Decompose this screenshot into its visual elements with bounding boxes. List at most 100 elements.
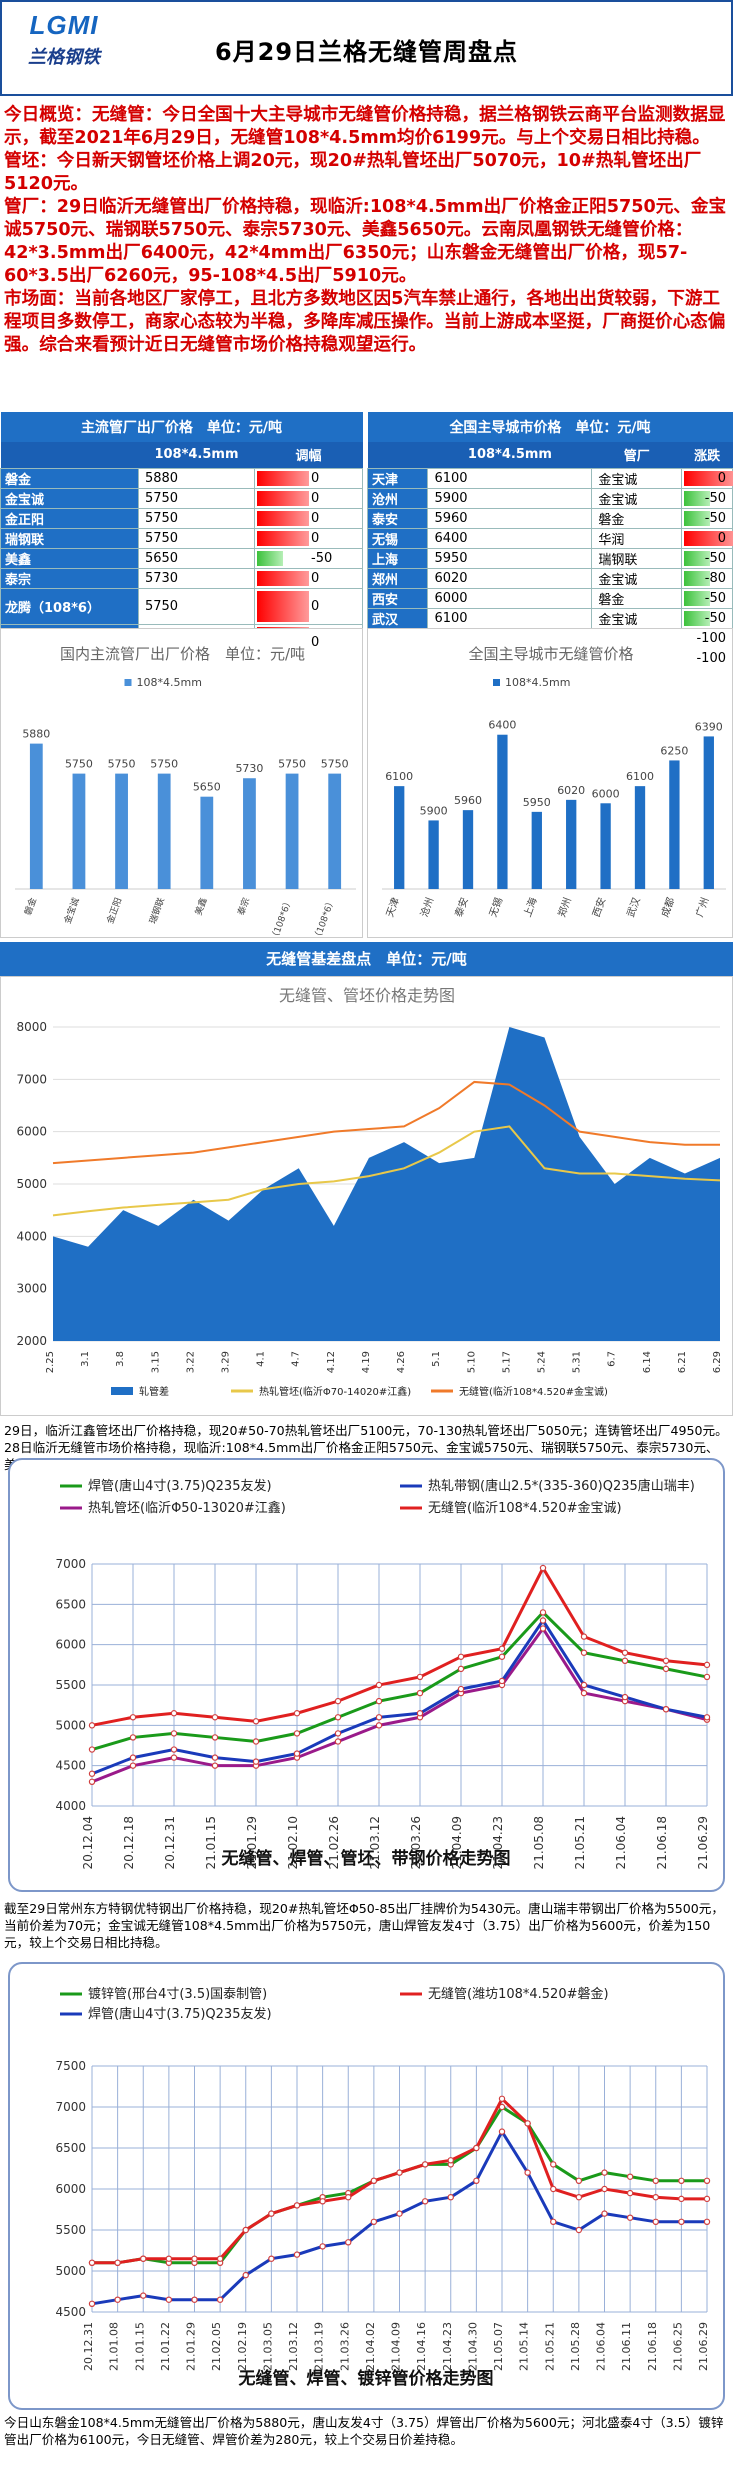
bar-label: 5950: [523, 796, 551, 809]
series-point: [457, 1665, 465, 1673]
city-row: 沧州 5900 金宝诚 -50: [366, 487, 733, 509]
x-tick-label: 21.06.25: [671, 2322, 684, 2371]
x-tick-label: 2.25: [45, 1351, 56, 1373]
series-point: [575, 2193, 583, 2201]
x-tick-label: 21.04.09: [390, 2322, 403, 2371]
cities-col-2: 管厂: [591, 442, 682, 468]
x-tick-label: 21.04.16: [415, 2322, 428, 2371]
y-tick-label: 4500: [55, 1759, 86, 1773]
series-point: [211, 1714, 219, 1721]
city-change: -50: [681, 587, 733, 609]
series-point: [539, 1564, 547, 1572]
series-point: [211, 1734, 219, 1741]
series-point: [216, 2255, 224, 2262]
summary-kw-1: 无缝管：: [91, 105, 163, 125]
city-city: 天津: [366, 467, 429, 489]
x-tick-label: 21.06.29: [697, 2322, 710, 2371]
series-point: [268, 2255, 275, 2262]
tick-label: 无锡: [486, 896, 505, 919]
x-tick-label: 3.1: [80, 1351, 91, 1367]
series-point: [170, 1754, 178, 1761]
series-point: [550, 2161, 557, 2168]
series-point: [621, 1657, 629, 1664]
mill-price: 5750: [137, 527, 256, 549]
x-tick-label: 21.05.28: [569, 2322, 582, 2371]
x-tick-label: 3.22: [185, 1351, 196, 1373]
series-point: [580, 1633, 588, 1640]
city-mill: 磐金: [591, 587, 683, 609]
series-point: [375, 1714, 383, 1721]
legend-swatch: [124, 679, 132, 686]
chart-title: 无缝管、焊管、管坯、带钢价格走势图: [221, 1848, 511, 1869]
city-row: 西安 6000 磐金 -50: [366, 587, 733, 609]
bar-label: 5960: [454, 794, 482, 807]
series-point: [580, 1681, 588, 1689]
tick-label: 西安: [589, 896, 608, 919]
mill-price: 5880: [137, 467, 256, 489]
y-tick-label: 6000: [16, 1125, 47, 1139]
cities-col-1: 108*4.5mm: [427, 442, 592, 468]
bar: [566, 799, 577, 889]
city-city: 武汉: [366, 607, 429, 629]
city-price: 6020: [427, 567, 593, 589]
mill-name: 金正阳: [0, 507, 139, 529]
x-tick-label: 21.05.21: [573, 1816, 587, 1869]
y-tick-label: 4000: [16, 1229, 47, 1243]
series-point: [621, 1649, 629, 1656]
series-line: [52, 1125, 721, 1217]
bar: [157, 773, 171, 889]
mill-price: 5650: [137, 547, 256, 569]
legend-label: 无缝管(临沂108*4.520#金宝诚): [459, 1385, 608, 1398]
city-change-value: -50: [704, 510, 726, 526]
series-point: [575, 2226, 583, 2234]
city-change-value: -50: [704, 490, 726, 506]
series-point: [114, 2296, 121, 2303]
y-tick-label: 5500: [55, 1678, 86, 1692]
city-price: 5900: [427, 487, 593, 509]
x-tick-label: 21.04.09: [450, 1816, 464, 1869]
summary-label: 今日概览：: [4, 105, 92, 125]
series-point: [252, 1718, 260, 1725]
city-mill: 金宝诚: [591, 487, 683, 509]
series-point: [370, 2177, 378, 2184]
mill-change-value: 0: [311, 634, 320, 650]
series-line: [91, 1617, 708, 1776]
series-point: [129, 1714, 137, 1721]
series-point: [524, 2120, 531, 2127]
series-point: [457, 1685, 465, 1693]
y-tick-label: 6500: [55, 1597, 86, 1611]
series-point: [114, 2259, 121, 2266]
series-point: [703, 2218, 711, 2225]
company-logo: LGMI 兰格钢铁: [12, 10, 116, 90]
y-tick-label: 7000: [16, 1072, 47, 1086]
mills-row: 瑞钢联 5750 0: [0, 527, 363, 549]
cities-table-title: 全国主导城市价格 单位：元/吨: [367, 412, 733, 442]
series-point: [703, 2177, 711, 2184]
x-tick-label: 5.1: [431, 1351, 442, 1367]
series-point: [626, 2189, 634, 2197]
series-point: [170, 1730, 178, 1737]
x-tick-label: 21.04.23: [491, 1816, 505, 1869]
mill-change: 0: [254, 587, 363, 625]
series-point: [211, 1754, 219, 1761]
series-point: [370, 2218, 378, 2225]
series-point: [140, 2255, 147, 2262]
series-point: [703, 2195, 711, 2203]
series-point: [550, 2218, 557, 2225]
legend-label: 108*4.5mm: [505, 676, 570, 689]
city-price: 5950: [427, 547, 593, 569]
multi-line-chart-2: 无缝管、焊管、镀锌管价格走势图 4500 5000 5500 6000 6500 7000 7…: [8, 1962, 725, 2410]
mill-name: 美鑫: [0, 547, 139, 569]
x-tick-label: 6.7: [607, 1351, 618, 1367]
city-change: -50: [681, 607, 733, 629]
city-city: 沧州: [366, 487, 429, 509]
bar-label: 6020: [557, 784, 585, 797]
series-point: [165, 2255, 173, 2262]
mills-price-table: 主流管厂出厂价格 单位：元/吨 108*4.5mm 调幅 磐金 5880 0 金宝诚 57…: [0, 412, 363, 661]
tick-label: 上海: [521, 896, 540, 919]
legend-label: 无缝管(潍坊108*4.520#磐金): [428, 1986, 609, 2002]
bar-label: 5750: [278, 758, 306, 771]
x-tick-label: 21.05.07: [492, 2322, 505, 2371]
multi-line-chart-1: 无缝管、焊管、管坯、带钢价格走势图 4000 4500 5000 5500 6000 650…: [8, 1458, 725, 1892]
x-tick-label: 21.02.05: [210, 2322, 223, 2371]
